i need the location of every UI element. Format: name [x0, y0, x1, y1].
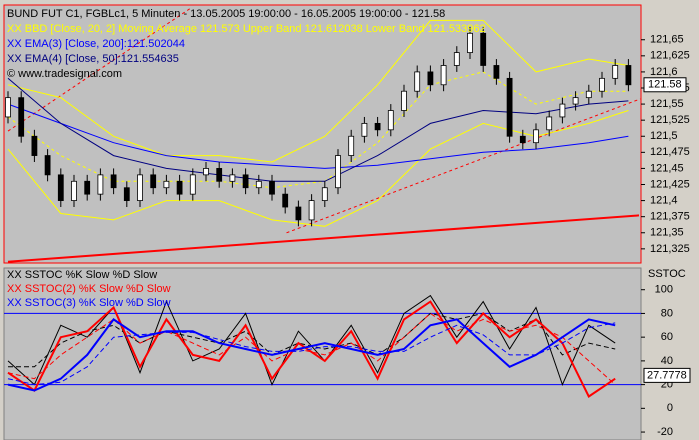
y-tick-label: 121,4	[650, 194, 678, 206]
y-tick-label: 121,425	[650, 178, 690, 190]
axis-title: SSTOC	[648, 268, 686, 280]
trendline	[7, 7, 192, 132]
stoch-d	[7, 312, 616, 385]
candle-body	[401, 90, 407, 111]
legend-entry: XX SSTOC(3) %K Slow %D Slow	[7, 297, 171, 309]
candle-body	[44, 155, 51, 176]
stoch-plot	[4, 294, 641, 398]
candle-body	[269, 180, 275, 195]
copyright: © www.tradesignal.com	[7, 68, 122, 80]
candle-body	[57, 174, 64, 201]
candle-body	[440, 65, 447, 86]
y-tick-label: 121,375	[650, 211, 690, 223]
candle-body	[625, 65, 632, 86]
candle-body	[123, 187, 130, 201]
trendline	[7, 214, 640, 263]
legend-entry: XX SSTOC %K Slow %D Slow	[7, 269, 157, 281]
candle-body	[229, 174, 236, 182]
candle-body	[612, 65, 619, 79]
y-tick-label: 100	[655, 284, 673, 296]
candle-body	[150, 174, 157, 189]
candle-body	[31, 135, 38, 156]
candle-body	[189, 174, 196, 195]
candle-body	[480, 32, 487, 66]
y-tick-label: 121,475	[650, 146, 690, 158]
candle-body	[493, 65, 500, 79]
y-tick-label: 121,325	[650, 243, 690, 255]
candle-body	[255, 180, 262, 189]
candle-body	[97, 174, 104, 195]
last-price-box	[643, 77, 687, 93]
candle-body	[414, 71, 421, 92]
legend-entry: XX SSTOC(2) %K Slow %D Slow	[7, 283, 171, 295]
y-tick-label: 40	[661, 355, 673, 367]
chart-title: BUND FUT C1, FGBLc1, 5 Minuten - 13.05.2…	[7, 8, 445, 20]
candle-body	[176, 180, 183, 195]
legend-entry: XX BBD [Close, 20, 2] Moving Average 121…	[7, 23, 486, 35]
last-price-label: 121.58	[648, 79, 682, 91]
candle-body	[137, 174, 143, 201]
candle-body	[163, 180, 170, 189]
candle-body	[387, 110, 394, 131]
candle-body	[295, 206, 302, 221]
y-tick-label: 121,5	[650, 130, 678, 142]
candle-body	[572, 97, 579, 105]
y-tick-label: -20	[657, 426, 673, 438]
candle-body	[348, 135, 355, 156]
candle-body	[585, 90, 592, 99]
candle-body	[427, 71, 434, 86]
candle-body	[374, 122, 381, 131]
candle-body	[71, 180, 77, 201]
y-tick-label: 60	[661, 331, 673, 343]
last-value-box	[643, 367, 691, 383]
stoch-k	[7, 300, 616, 398]
candle-body	[335, 155, 341, 189]
candle-body	[321, 187, 328, 201]
labels: 121,65121,625121,6121,575121,55121,52512…	[7, 8, 691, 438]
legend-entry: XX EMA(3) [Close, 200]:121.502044	[7, 38, 185, 50]
candle-body	[282, 193, 289, 208]
y-tick-label: 121,625	[650, 50, 690, 62]
y-tick-label: 121,65	[650, 34, 684, 46]
legend-entry: XX EMA(4) [Close, 50]:121.554635	[7, 53, 179, 65]
candle-body	[453, 52, 460, 66]
price-plot	[5, 7, 641, 263]
y-tick-label: 121,6	[650, 66, 678, 78]
candle-body	[84, 180, 91, 195]
y-tick-label: 121,525	[650, 114, 690, 126]
candle-body	[5, 97, 11, 118]
last-value-label: 27.7778	[647, 369, 687, 381]
candle-body	[506, 77, 513, 137]
candle-body	[110, 174, 117, 189]
candle-body	[203, 168, 209, 176]
stoch-d	[7, 322, 616, 386]
candle-body	[533, 129, 539, 144]
candle-body	[361, 122, 368, 137]
y-tick-label: 80	[661, 307, 673, 319]
y-tick-label: 121,35	[650, 227, 684, 239]
band-upper	[7, 19, 629, 163]
candle-body	[559, 103, 566, 118]
candle-body	[242, 174, 249, 189]
candle-body	[599, 77, 605, 92]
candle-body	[18, 97, 25, 137]
y-tick-label: 121,55	[650, 98, 684, 110]
candle-body	[519, 135, 526, 144]
y-tick-label: 0	[667, 402, 673, 414]
candle-body	[546, 116, 553, 131]
stoch-k	[7, 318, 616, 392]
y-tick-label: 121,45	[650, 162, 684, 174]
candle-body	[308, 200, 315, 221]
candle-body	[216, 168, 223, 182]
candle-body	[467, 32, 473, 54]
